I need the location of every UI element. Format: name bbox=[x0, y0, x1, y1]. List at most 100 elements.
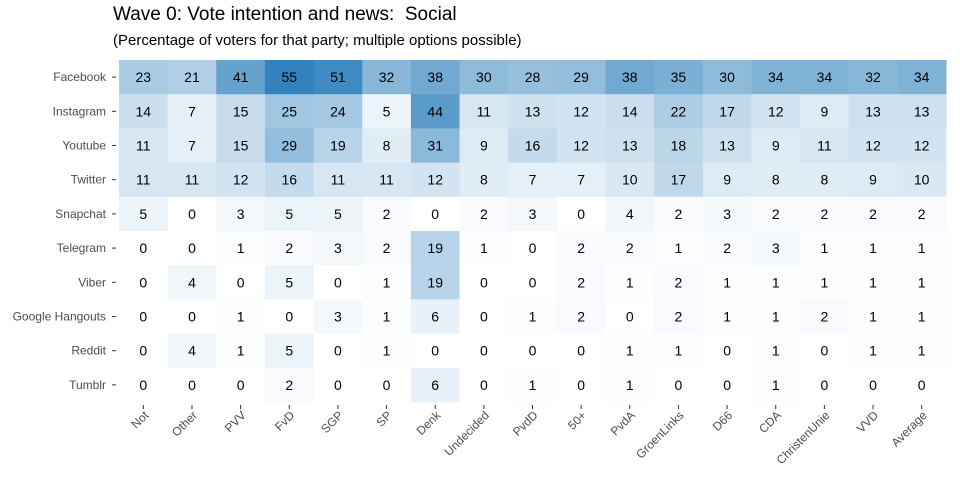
heatmap-cell bbox=[848, 60, 898, 95]
cell-value-label: 0 bbox=[188, 240, 196, 256]
heatmap-cell bbox=[751, 60, 801, 95]
cell-value-label: 0 bbox=[577, 377, 585, 393]
heatmap-cell bbox=[264, 128, 315, 164]
cell-value-label: 23 bbox=[136, 69, 152, 85]
heatmap-cell bbox=[848, 128, 898, 164]
cell-value-label: 1 bbox=[918, 309, 926, 325]
heatmap-cell bbox=[508, 333, 558, 369]
heatmap-cell bbox=[313, 128, 363, 164]
x-tick-label: Other bbox=[169, 408, 200, 439]
heatmap-cell bbox=[654, 231, 704, 266]
cell-value-label: 28 bbox=[525, 69, 541, 85]
cell-value-label: 0 bbox=[139, 377, 147, 393]
cell-value-label: 11 bbox=[379, 172, 394, 188]
heatmap-cell bbox=[119, 94, 169, 129]
heatmap-cell bbox=[362, 60, 412, 95]
heatmap-cell bbox=[848, 367, 898, 403]
heatmap-cell bbox=[216, 265, 266, 300]
heatmap-cell bbox=[848, 333, 898, 369]
heatmap-cell bbox=[313, 60, 363, 95]
heatmap-cell bbox=[459, 231, 509, 266]
cell-value-label: 0 bbox=[723, 343, 731, 359]
heatmap-cell bbox=[216, 367, 266, 403]
heatmap-cell bbox=[751, 367, 801, 403]
heatmap-cell bbox=[702, 265, 752, 300]
cell-value-label: 12 bbox=[573, 103, 589, 119]
heatmap-cell bbox=[167, 196, 217, 232]
heatmap-cell bbox=[897, 128, 947, 164]
heatmap-cell bbox=[654, 265, 704, 300]
cell-value-label: 0 bbox=[334, 377, 342, 393]
cell-value-label: 2 bbox=[675, 309, 683, 325]
heatmap-cell bbox=[313, 367, 363, 403]
cell-value-label: 0 bbox=[188, 309, 196, 325]
cell-value-label: 0 bbox=[577, 206, 585, 222]
cell-value-label: 1 bbox=[772, 377, 780, 393]
cell-value-label: 1 bbox=[772, 309, 780, 325]
y-tick-label: Google Hangouts bbox=[13, 310, 106, 324]
heatmap-cell bbox=[556, 162, 606, 198]
heatmap-cell bbox=[751, 299, 801, 335]
heatmap-cell bbox=[410, 231, 461, 266]
heatmap-cell bbox=[897, 265, 947, 300]
cell-value-label: 0 bbox=[139, 309, 147, 325]
heatmap-cell bbox=[216, 128, 266, 164]
cell-value-label: 2 bbox=[820, 206, 828, 222]
heatmap-cell bbox=[897, 60, 947, 95]
heatmap-cell bbox=[897, 299, 947, 335]
heatmap-cell bbox=[410, 299, 461, 335]
heatmap-cell bbox=[119, 196, 169, 232]
heatmap-cell bbox=[848, 231, 898, 266]
heatmap-cell bbox=[264, 367, 315, 403]
heatmap-cell bbox=[605, 196, 655, 232]
heatmap-cell bbox=[897, 333, 947, 369]
heatmap-cell bbox=[362, 128, 412, 164]
cell-value-label: 22 bbox=[671, 103, 687, 119]
cell-value-label: 35 bbox=[671, 69, 687, 85]
cell-value-label: 1 bbox=[675, 343, 683, 359]
cell-value-label: 1 bbox=[626, 343, 634, 359]
cell-value-label: 11 bbox=[136, 138, 151, 154]
heatmap-cells bbox=[119, 60, 947, 403]
heatmap-cell bbox=[556, 231, 606, 266]
cell-value-label: 11 bbox=[331, 172, 346, 188]
heatmap-cell bbox=[119, 299, 169, 335]
cell-value-label: 30 bbox=[719, 69, 735, 85]
cell-value-label: 38 bbox=[427, 69, 443, 85]
cell-value-label: 38 bbox=[622, 69, 638, 85]
heatmap-cell bbox=[800, 265, 850, 300]
cell-value-label: 3 bbox=[237, 206, 245, 222]
heatmap-cell bbox=[410, 60, 461, 95]
heatmap-cell bbox=[459, 367, 509, 403]
cell-value-label: 11 bbox=[477, 103, 492, 119]
x-tick-label: CDA bbox=[756, 408, 784, 436]
heatmap-cell bbox=[702, 299, 752, 335]
cell-value-label: 1 bbox=[918, 240, 926, 256]
heatmap-cell bbox=[119, 231, 169, 266]
y-axis: Facebook Instagram Youtube Twitter Snapchat T… bbox=[13, 70, 116, 392]
cell-value-label: 2 bbox=[723, 240, 731, 256]
cell-value-label: 2 bbox=[577, 274, 585, 290]
heatmap-cell bbox=[167, 60, 217, 95]
x-tick-label: VVD bbox=[854, 408, 882, 436]
heatmap-cell bbox=[897, 162, 947, 198]
cell-value-label: 1 bbox=[529, 309, 537, 325]
heatmap-cell bbox=[751, 128, 801, 164]
cell-value-label: 2 bbox=[675, 206, 683, 222]
cell-value-label: 5 bbox=[383, 103, 391, 119]
cell-value-label: 0 bbox=[188, 206, 196, 222]
cell-value-label: 1 bbox=[529, 377, 537, 393]
cell-value-label: 0 bbox=[869, 377, 877, 393]
cell-value-label: 11 bbox=[136, 172, 151, 188]
cell-value-label: 4 bbox=[188, 343, 196, 359]
heatmap-cell bbox=[410, 162, 461, 198]
heatmap-cell bbox=[167, 94, 217, 129]
heatmap-cell bbox=[313, 94, 363, 129]
heatmap-cell bbox=[654, 299, 704, 335]
cell-value-label: 13 bbox=[865, 103, 881, 119]
heatmap-cell bbox=[800, 94, 850, 129]
heatmap-cell bbox=[751, 162, 801, 198]
heatmap-cell bbox=[897, 367, 947, 403]
cell-value-label: 0 bbox=[918, 377, 926, 393]
heatmap-cell bbox=[751, 231, 801, 266]
